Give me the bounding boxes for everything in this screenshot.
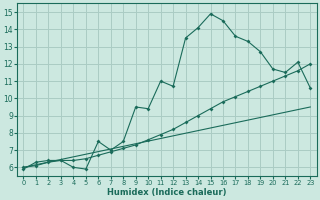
X-axis label: Humidex (Indice chaleur): Humidex (Indice chaleur) <box>107 188 227 197</box>
